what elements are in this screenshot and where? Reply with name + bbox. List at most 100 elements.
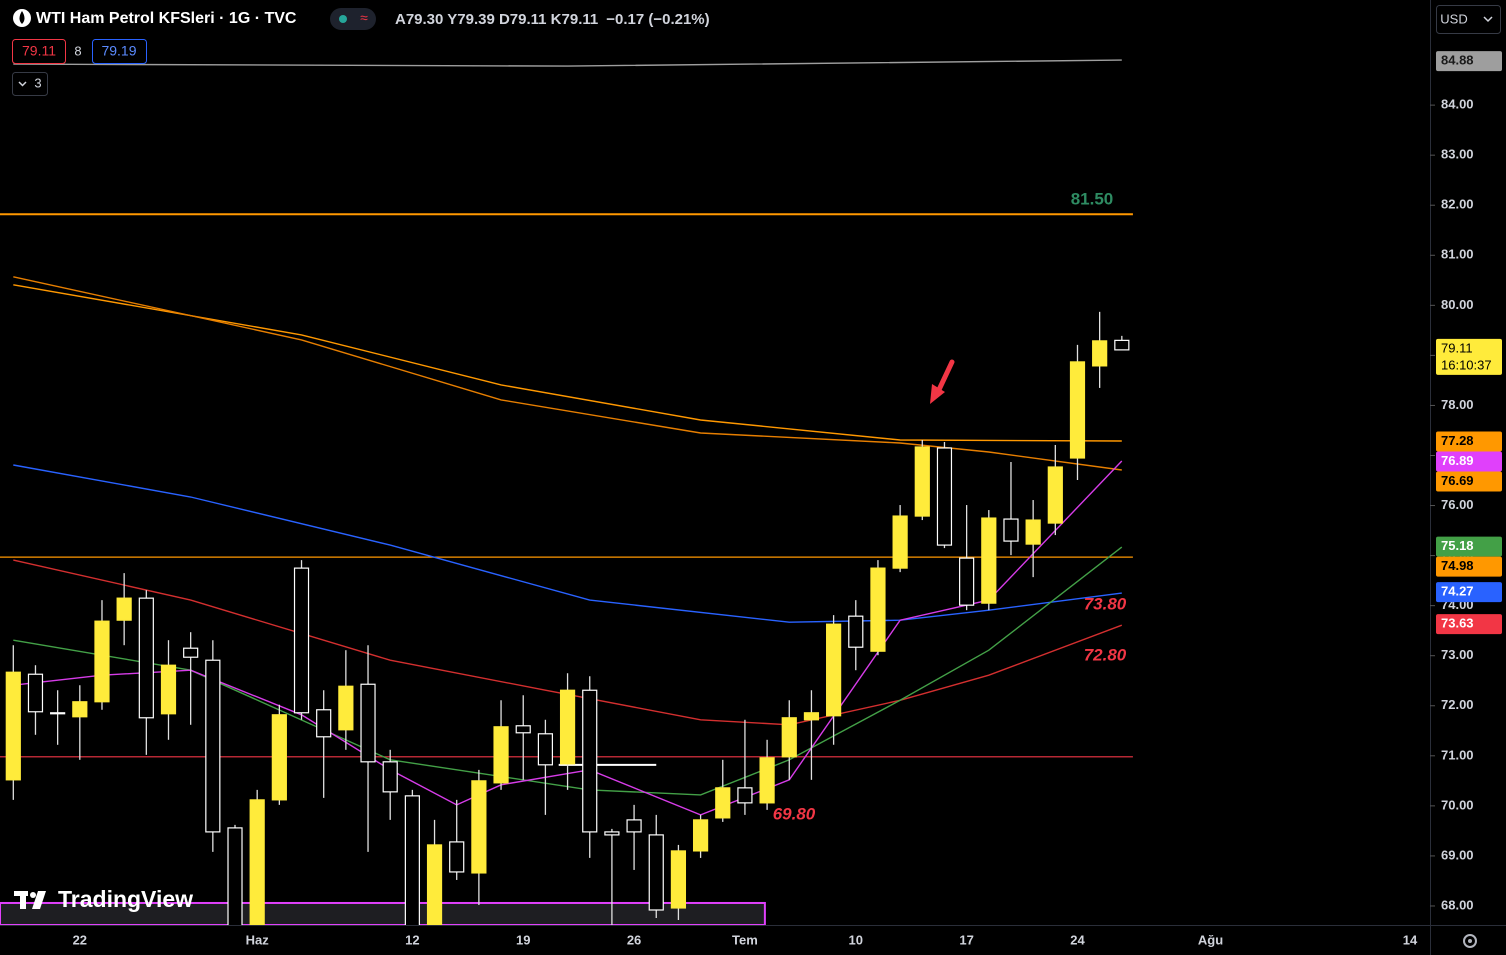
candle-body — [1025, 519, 1041, 545]
annotation: 72.80 — [1084, 645, 1127, 664]
candle-body — [1114, 339, 1130, 351]
price-label-text: 76.89 — [1441, 453, 1474, 468]
candle-body — [826, 623, 842, 717]
chevron — [18, 81, 27, 87]
x-tick-label: 22 — [73, 932, 87, 947]
settings-icon[interactable] — [1463, 934, 1477, 948]
x-tick-label: 12 — [405, 932, 419, 947]
symbol-title[interactable]: WTI Ham Petrol KFSleri · 1G · TVC — [36, 10, 297, 27]
indicator-line — [13, 59, 1122, 67]
candle-body — [848, 615, 864, 648]
price-label — [1436, 471, 1502, 492]
candle-body — [914, 446, 930, 517]
price-label — [1436, 51, 1502, 72]
currency-chevron — [1483, 16, 1493, 23]
y-tick-label: 80.00 — [1441, 297, 1474, 312]
candle-body — [271, 714, 287, 801]
y-tick-label: 72.00 — [1441, 697, 1474, 712]
zone — [0, 901, 766, 925]
annotation: 73.80 — [1084, 594, 1127, 613]
candle-body — [404, 795, 420, 925]
price-label — [1436, 451, 1502, 472]
candle-body — [316, 709, 332, 738]
x-tick-label: 10 — [849, 932, 863, 947]
x-tick-label: 24 — [1070, 932, 1085, 947]
plot-area — [0, 59, 1133, 925]
y-tick-label: 69.00 — [1441, 847, 1474, 862]
y-tick-label: 73.00 — [1441, 647, 1474, 662]
indicator-count: 3 — [34, 75, 41, 90]
price-label-text: 79.11 — [1441, 340, 1473, 355]
price-label — [1436, 536, 1502, 557]
candle-body — [338, 685, 354, 731]
candle-body — [471, 780, 487, 874]
drop-icon — [19, 11, 25, 24]
ohlc-values: A79.30 Y79.39 D79.11 K79.11 — [395, 11, 598, 28]
sell-price: 79.11 — [22, 43, 56, 59]
x-tick-label: Haz — [246, 932, 270, 947]
candle-body — [981, 517, 997, 604]
candle-body — [5, 671, 21, 781]
candle-body — [1047, 466, 1063, 524]
candle-body — [27, 673, 44, 713]
x-tick-label: 19 — [516, 932, 530, 947]
price-label-text: 75.18 — [1441, 538, 1474, 553]
candle-body — [50, 712, 66, 715]
candle-body — [249, 799, 265, 925]
y-tick-label: 76.00 — [1441, 497, 1474, 512]
price-label — [1436, 338, 1502, 375]
currency-button[interactable] — [1436, 5, 1501, 34]
indicator-line — [13, 276, 1122, 471]
indicator-line — [13, 559, 1123, 726]
axes: 68.0069.0070.0071.0072.0073.0074.0075.00… — [73, 51, 1502, 947]
logo-text: TradingView — [58, 886, 193, 912]
candle-body — [582, 689, 598, 833]
logo: TradingView — [14, 886, 193, 912]
candle-body — [759, 757, 775, 804]
indicators-toggle[interactable] — [12, 72, 48, 96]
candle-body — [116, 597, 132, 621]
price-label-text: 74.98 — [1441, 558, 1474, 573]
price-label — [1436, 582, 1502, 603]
candle-body — [604, 831, 620, 836]
candle-body — [537, 733, 553, 766]
candle-body — [205, 659, 221, 833]
y-tick-label: 68.00 — [1441, 897, 1474, 912]
y-tick-label: 83.00 — [1441, 147, 1474, 162]
candle-body — [870, 567, 886, 652]
price-label — [1436, 556, 1502, 577]
x-tick-label: Tem — [732, 932, 758, 947]
candle-body — [293, 567, 310, 714]
annotation: 69.80 — [773, 804, 816, 823]
price-label-text: 84.88 — [1441, 53, 1474, 68]
currency: USD — [1440, 11, 1467, 26]
candle-body — [692, 819, 709, 852]
candle-body — [426, 844, 443, 925]
x-tick-label: 14 — [1403, 932, 1418, 947]
change: −0.17 (−0.21%) — [606, 11, 709, 28]
y-tick-label: 71.00 — [1441, 747, 1474, 762]
candle-body — [959, 557, 975, 606]
candle-body — [94, 620, 110, 703]
candle-body — [1092, 340, 1108, 367]
candle-body — [803, 712, 820, 721]
buy-box[interactable] — [92, 39, 147, 64]
candle-body — [892, 515, 908, 569]
indicator-line — [13, 284, 1122, 442]
y-tick-label: 78.00 — [1441, 397, 1474, 412]
indicator-line — [13, 464, 1122, 623]
candle-body — [670, 850, 687, 909]
annotation: 81.50 — [1071, 189, 1114, 208]
candle-body — [515, 725, 531, 734]
x-tick-label: 17 — [959, 932, 973, 947]
candle-body — [936, 447, 953, 546]
candle-body — [648, 834, 664, 911]
sell-box[interactable] — [12, 39, 66, 64]
y-tick-label: 82.00 — [1441, 197, 1474, 212]
status-pill[interactable] — [330, 8, 376, 30]
data-status: ≈ — [360, 10, 368, 26]
spread: 8 — [74, 43, 81, 58]
indicator-line — [13, 546, 1123, 796]
